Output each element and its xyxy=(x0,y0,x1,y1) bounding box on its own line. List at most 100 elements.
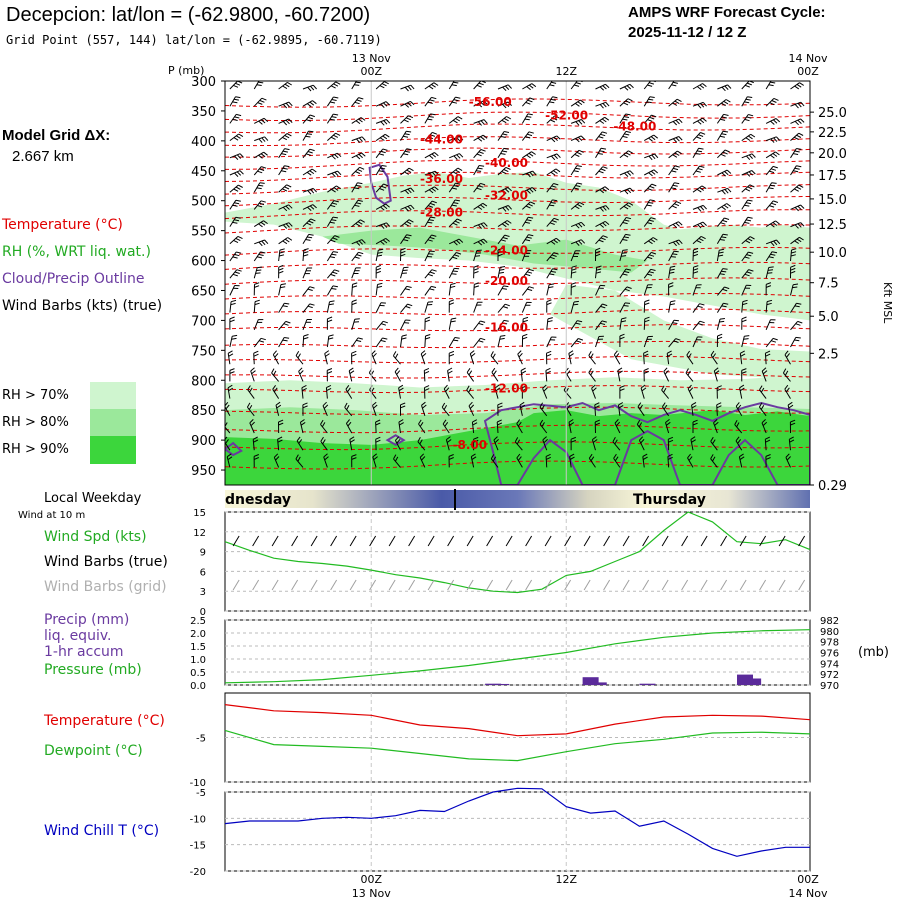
wind-barb xyxy=(326,316,333,330)
wind-barb-flag xyxy=(354,84,360,86)
wind-barb-flag xyxy=(284,337,290,339)
wind-barb-flag xyxy=(386,119,391,124)
wind-barb-flag xyxy=(619,388,625,392)
rh-key-70-label: RH > 70% xyxy=(2,388,69,403)
wind-barb-flag xyxy=(404,322,410,324)
wind-barb-flag xyxy=(713,367,719,372)
wind-barb-flag xyxy=(335,132,341,136)
wind-barb-flag xyxy=(520,404,526,409)
wind-barb-flag xyxy=(723,100,729,105)
wind-barb-flag xyxy=(493,370,497,375)
wind-barb-flag xyxy=(234,271,240,274)
wind-barb-flag xyxy=(545,453,551,457)
wind-barb-flag xyxy=(383,223,388,228)
pressure-tick-label: 900 xyxy=(191,434,216,449)
wind-barb-flag xyxy=(529,97,535,101)
wind-barb xyxy=(591,436,598,451)
wind-barb-flag xyxy=(459,136,464,141)
wind-barb-flag xyxy=(526,172,531,178)
wind-barb-flag xyxy=(329,300,335,303)
wind-barb-flag xyxy=(672,121,678,126)
wind-barb-flag xyxy=(403,239,409,242)
wind-barb-flag xyxy=(702,117,707,122)
wind-barb-flag xyxy=(619,385,625,389)
wind-barb-flag xyxy=(793,153,799,155)
wind-barb-flag xyxy=(331,155,336,160)
wind-barb-flag xyxy=(661,402,666,408)
wind-barb-shaft xyxy=(490,458,499,468)
wind-barb-shaft xyxy=(667,456,670,468)
wind-barb xyxy=(278,133,292,141)
wind-barb xyxy=(351,454,357,468)
wind-barb-flag xyxy=(303,248,309,251)
wind-barb xyxy=(521,316,529,330)
wind-barb-flag xyxy=(239,153,244,158)
wind-barb-flag xyxy=(749,236,755,240)
wind-barb-flag xyxy=(406,130,412,133)
temperature-contour-label: -36.00 xyxy=(420,172,463,186)
wind-barb-shaft xyxy=(400,148,408,159)
wind-barb-flag xyxy=(404,236,410,239)
wind-barb xyxy=(765,220,780,228)
temperature-contour-label: -56.00 xyxy=(469,95,512,109)
wind-barb xyxy=(643,268,656,279)
wind-barb xyxy=(400,167,414,176)
wind-barb-flag xyxy=(424,367,430,371)
wind-barb xyxy=(448,96,461,107)
wind-barb-flag xyxy=(331,202,338,205)
wind-barb-flag xyxy=(724,85,729,90)
wind-barb-flag xyxy=(335,81,341,85)
wind-barb-flag xyxy=(772,119,778,124)
wind-barb-flag xyxy=(649,254,655,257)
wind-barb xyxy=(784,350,791,365)
wind-barb xyxy=(595,303,608,313)
wind-barb-flag xyxy=(444,422,449,427)
wind-barb xyxy=(473,222,488,229)
wind-barb xyxy=(278,184,292,193)
wind-barb-shaft xyxy=(375,222,387,228)
wind-barb-shaft xyxy=(517,353,523,365)
pressure-tick-label: 950 xyxy=(191,464,216,479)
wind-barb xyxy=(741,170,756,177)
wind-barb-flag xyxy=(648,82,655,85)
wind-barb xyxy=(448,337,460,348)
wind-barb-flag xyxy=(451,84,457,87)
temperature-contour-label: -20.00 xyxy=(485,274,528,288)
wind-barb-flag xyxy=(234,172,239,177)
wind-barb-flag xyxy=(347,421,352,427)
wind-barb-flag xyxy=(308,233,314,236)
wind-barb xyxy=(595,147,607,159)
wind-barb-flag xyxy=(479,165,485,167)
wind-barb-flag xyxy=(702,221,707,226)
forecast-cycle-value: 2025-11-12 / 12 Z xyxy=(628,24,747,41)
wind-barb xyxy=(468,401,475,417)
precip-bar xyxy=(639,683,656,685)
wind-barb-grid xyxy=(388,579,396,591)
wind-barb xyxy=(619,98,633,107)
wind-barb-flag xyxy=(800,222,805,227)
wind-barb xyxy=(570,119,586,126)
wind-barb-flag xyxy=(643,368,649,371)
wind-barb-flag xyxy=(672,322,678,324)
wind-barb-flag xyxy=(712,353,717,358)
wind-barb-flag xyxy=(624,288,630,292)
wind-barb-flag xyxy=(406,221,412,225)
wind-barb-true xyxy=(505,535,513,547)
wind-barb-shaft xyxy=(375,302,382,313)
wind-barb xyxy=(497,285,509,296)
precip-tick-label: 0.5 xyxy=(190,668,206,679)
wind-barb-flag xyxy=(672,241,677,247)
wind-barb-flag xyxy=(296,436,301,442)
wind-barb-flag xyxy=(675,222,680,227)
wind-barb-flag xyxy=(668,285,674,288)
wind-barb-shaft xyxy=(595,336,600,348)
wind-barb xyxy=(400,148,412,159)
wind-barb-flag xyxy=(669,268,675,271)
wind-barb-flag xyxy=(737,439,741,444)
wind-barb-flag xyxy=(232,101,238,104)
wind-barb-shaft xyxy=(466,389,475,399)
wind-barb-flag xyxy=(744,118,750,122)
wind-barb-flag xyxy=(358,153,363,159)
wind-barb-flag xyxy=(551,220,557,223)
wind-barb-flag xyxy=(516,439,521,445)
